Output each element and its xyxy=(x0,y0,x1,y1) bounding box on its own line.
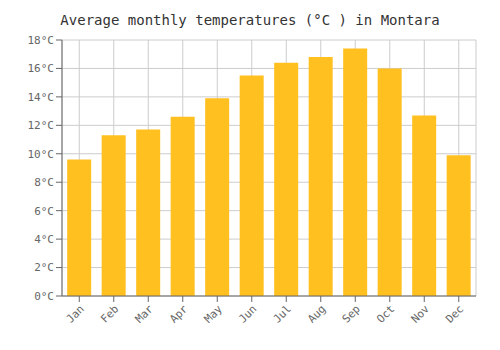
svg-text:Oct: Oct xyxy=(374,302,397,325)
svg-text:Aug: Aug xyxy=(305,302,328,325)
svg-text:10°C: 10°C xyxy=(28,148,55,161)
svg-text:4°C: 4°C xyxy=(34,233,54,246)
svg-text:14°C: 14°C xyxy=(28,91,55,104)
svg-text:Apr: Apr xyxy=(167,302,191,326)
svg-text:Jul: Jul xyxy=(271,302,294,325)
svg-text:0°C: 0°C xyxy=(34,290,54,303)
svg-text:6°C: 6°C xyxy=(34,205,54,218)
svg-text:Jan: Jan xyxy=(64,302,87,325)
html-text:Average monthly temperatures (: Average monthly temperatures (°C ) in Mo… xyxy=(60,12,440,28)
svg-text:2°C: 2°C xyxy=(34,261,54,274)
svg-text:8°C: 8°C xyxy=(34,176,54,189)
svg-text:18°C: 18°C xyxy=(28,34,55,47)
svg-text:Nov: Nov xyxy=(409,302,433,326)
svg-text:Mar: Mar xyxy=(133,302,157,326)
svg-text:Sep: Sep xyxy=(340,302,363,325)
svg-text:May: May xyxy=(202,302,226,326)
svg-text:Jun: Jun xyxy=(236,302,259,325)
svg-text:12°C: 12°C xyxy=(28,119,55,132)
svg-text:Feb: Feb xyxy=(98,302,121,325)
svg-text:16°C: 16°C xyxy=(28,62,55,75)
svg-text:Dec: Dec xyxy=(443,302,466,325)
